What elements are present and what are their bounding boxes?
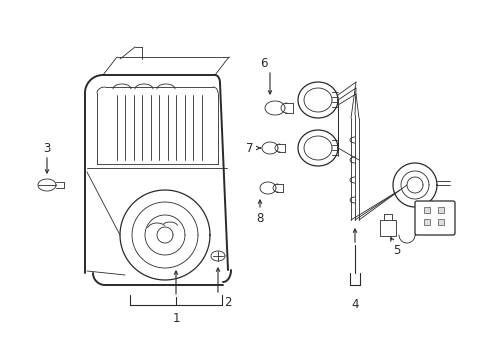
Bar <box>437 219 443 225</box>
Text: 4: 4 <box>350 298 358 311</box>
Text: 6: 6 <box>260 57 267 69</box>
Bar <box>437 207 443 213</box>
Text: 7: 7 <box>246 141 253 154</box>
Text: 5: 5 <box>392 243 400 257</box>
Bar <box>379 220 395 236</box>
Bar <box>423 219 429 225</box>
Bar <box>423 207 429 213</box>
FancyBboxPatch shape <box>414 201 454 235</box>
Text: 1: 1 <box>172 311 180 324</box>
Text: 3: 3 <box>43 141 51 154</box>
Text: 2: 2 <box>224 296 231 309</box>
Text: 8: 8 <box>256 212 263 225</box>
